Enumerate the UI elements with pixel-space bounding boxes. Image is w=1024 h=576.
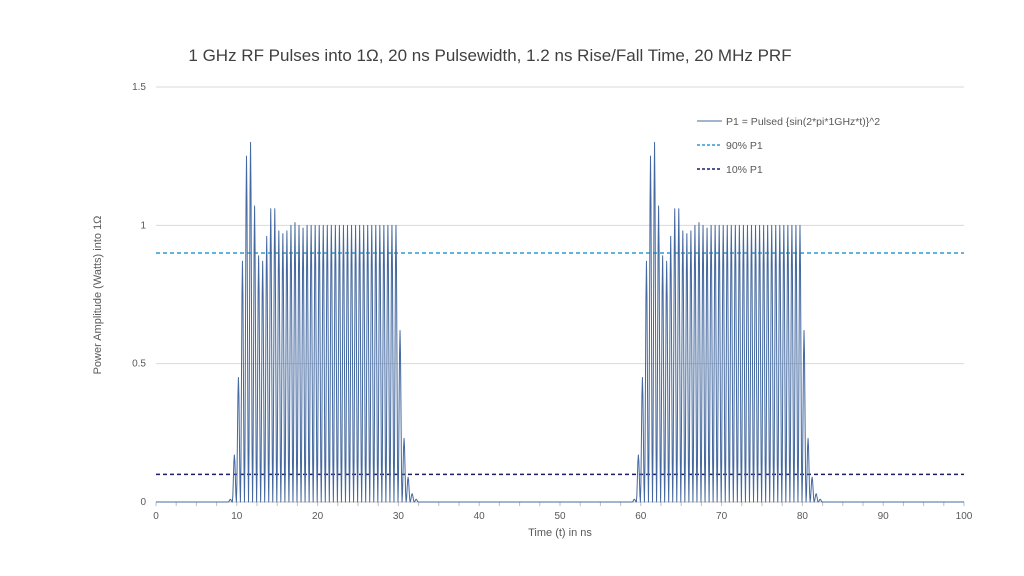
x-tick-label: 40 xyxy=(474,511,486,522)
x-tick-label: 10 xyxy=(231,511,243,522)
x-axis-label: Time (t) in ns xyxy=(528,527,592,539)
legend-label-p1: P1 = Pulsed {sin(2*pi*1GHz*t)}^2 xyxy=(726,116,880,128)
x-tick-label: 60 xyxy=(635,511,647,522)
y-tick-label: 0 xyxy=(140,497,146,508)
legend-label-ref: 10% P1 xyxy=(726,164,763,176)
y-tick-label: 1 xyxy=(140,220,146,231)
x-tick-label: 90 xyxy=(878,511,890,522)
pulse-series-line xyxy=(156,141,964,503)
x-tick-label: 80 xyxy=(797,511,809,522)
x-tick-label: 50 xyxy=(554,511,566,522)
legend-label-ref: 90% P1 xyxy=(726,140,763,152)
x-tick-label: 30 xyxy=(393,511,405,522)
x-tick-label: 100 xyxy=(956,511,973,522)
x-tick-label: 70 xyxy=(716,511,728,522)
x-tick-label: 0 xyxy=(153,511,159,522)
y-tick-label: 1.5 xyxy=(132,82,146,93)
x-tick-label: 20 xyxy=(312,511,324,522)
chart-title: 1 GHz RF Pulses into 1Ω, 20 ns Pulsewidt… xyxy=(188,46,792,65)
y-tick-label: 0.5 xyxy=(132,359,146,370)
